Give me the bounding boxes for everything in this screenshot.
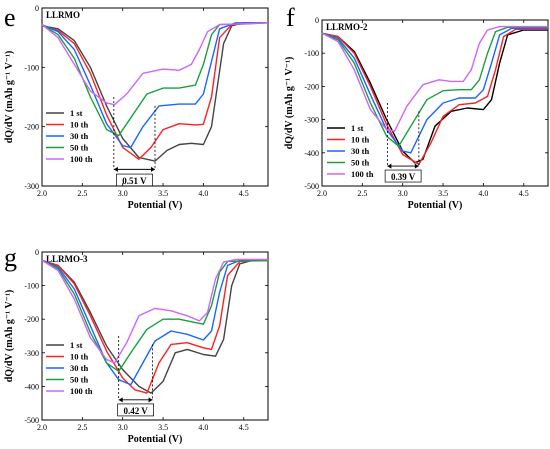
y-tick-label: -400 [24, 382, 39, 391]
panel-g: g 2.0 2.5 3.0 3.5 4.0 4.5 0 -100 -200 -300 -400 -500… [4, 243, 269, 445]
x-axis-label: Potential (V) [128, 200, 183, 211]
panel-e: e 2.0 2.5 3.0 3.5 4.0 4.5 0 -100 -200 -300 Potentia… [4, 3, 269, 211]
x-tick-label: 2.0 [317, 189, 327, 198]
y-tick-label: -300 [304, 116, 319, 125]
x-tick-label: 4.5 [239, 423, 249, 432]
plot-frame [321, 19, 549, 187]
y-tick-label: -500 [304, 182, 319, 191]
x-tick-label: 2.0 [37, 189, 47, 198]
legend-label: 100 th [70, 386, 93, 396]
x-tick-label: 2.0 [37, 423, 47, 432]
series-line [321, 29, 548, 164]
annotation-box [117, 403, 154, 417]
series-line [41, 22, 269, 160]
panel-f: f 2.0 2.5 3.0 3.5 4.0 4.5 0 -100 -200 -300 -400 -500… [284, 3, 549, 211]
x-tick-label: 2.5 [77, 423, 87, 432]
y-axis-label: dQ/dV (mAh g⁻¹ V⁻¹) [4, 51, 15, 144]
series-line [321, 26, 548, 147]
series-line [41, 259, 268, 386]
legend-label: 100 th [70, 154, 93, 164]
x-tick-label: 4.5 [519, 189, 529, 198]
annotation-label: 0.42 V [123, 406, 148, 416]
y-tick-label: 0 [315, 16, 319, 25]
arrow-head-left [387, 163, 392, 169]
x-tick-label: 3.0 [118, 189, 128, 198]
series-line [41, 22, 269, 106]
legend-label: 50 th [351, 158, 369, 168]
y-tick-label: -200 [304, 82, 319, 91]
annotation-box [384, 169, 422, 183]
panel-title: LLRMO-2 [326, 22, 368, 32]
x-tick-label: 4.5 [239, 189, 249, 198]
legend-label: 30 th [70, 131, 88, 141]
x-tick-label: 4.0 [198, 423, 208, 432]
y-tick-label: 0 [35, 4, 39, 13]
y-tick-label: -200 [24, 123, 39, 132]
x-tick-label: 3.5 [158, 423, 168, 432]
annotation-box [116, 173, 153, 187]
legend-label: 50 th [70, 143, 88, 153]
y-axis-label: dQ/dV (mAh g⁻¹ V⁻¹) [284, 57, 295, 150]
legend-label: 1 st [351, 123, 364, 133]
x-tick-label: 2.5 [77, 189, 87, 198]
series-line [41, 22, 268, 162]
plot-frame [41, 7, 269, 187]
legend-label: 1 st [70, 340, 83, 350]
y-tick-label: -100 [24, 63, 39, 72]
series-line [41, 259, 269, 394]
arrow-head-left [113, 166, 118, 172]
y-tick-label: -200 [24, 315, 39, 324]
legend-label: 10 th [70, 352, 88, 362]
panel-letter: f [286, 3, 295, 32]
legend-label: 100 th [351, 169, 374, 179]
x-axis-label: Potential (V) [128, 434, 183, 445]
series-line [321, 27, 548, 154]
series-line [41, 22, 268, 149]
legend-label: 10 th [70, 120, 88, 130]
y-tick-label: -400 [304, 149, 319, 158]
y-tick-label: -100 [304, 49, 319, 58]
panel-title: LLRMO [46, 10, 80, 20]
series-line [41, 258, 268, 364]
legend-label: 50 th [70, 375, 88, 385]
y-axis-label: dQ/dV (mAh g⁻¹ V⁻¹) [4, 290, 15, 383]
arrow-head-right [151, 166, 155, 172]
y-tick-label: -300 [24, 349, 39, 358]
annotation-label: 0.39 V [391, 172, 416, 182]
series-line [321, 25, 548, 132]
x-tick-label: 4.0 [198, 189, 208, 198]
series-line [321, 28, 548, 166]
arrow-head-left [118, 397, 123, 403]
legend-label: 10 th [351, 135, 369, 145]
panel-title: LLRMO-3 [46, 254, 88, 264]
plot-frame [41, 251, 269, 421]
y-tick-label: -100 [24, 282, 39, 291]
arrow-head-right [414, 163, 419, 169]
legend-label: 30 th [70, 363, 88, 373]
y-tick-label: -500 [24, 416, 39, 425]
x-tick-label: 3.0 [398, 189, 408, 198]
panel-letter: g [4, 243, 17, 272]
series-line [41, 259, 269, 372]
x-tick-label: 3.0 [118, 423, 128, 432]
x-axis-label: Potential (V) [408, 200, 463, 211]
arrow-head-right [148, 397, 153, 403]
x-tick-label: 3.5 [438, 189, 448, 198]
legend-label: 1 st [70, 108, 83, 118]
legend-label: 30 th [351, 146, 369, 156]
y-tick-label: 0 [35, 248, 39, 257]
series-line [41, 22, 269, 137]
x-tick-label: 2.5 [357, 189, 367, 198]
panel-letter: e [4, 3, 16, 32]
series-line [41, 259, 268, 394]
x-tick-label: 3.5 [158, 189, 168, 198]
annotation-label: 0.51 V [122, 176, 147, 186]
x-tick-label: 4.0 [478, 189, 488, 198]
y-tick-label: -300 [24, 182, 39, 191]
